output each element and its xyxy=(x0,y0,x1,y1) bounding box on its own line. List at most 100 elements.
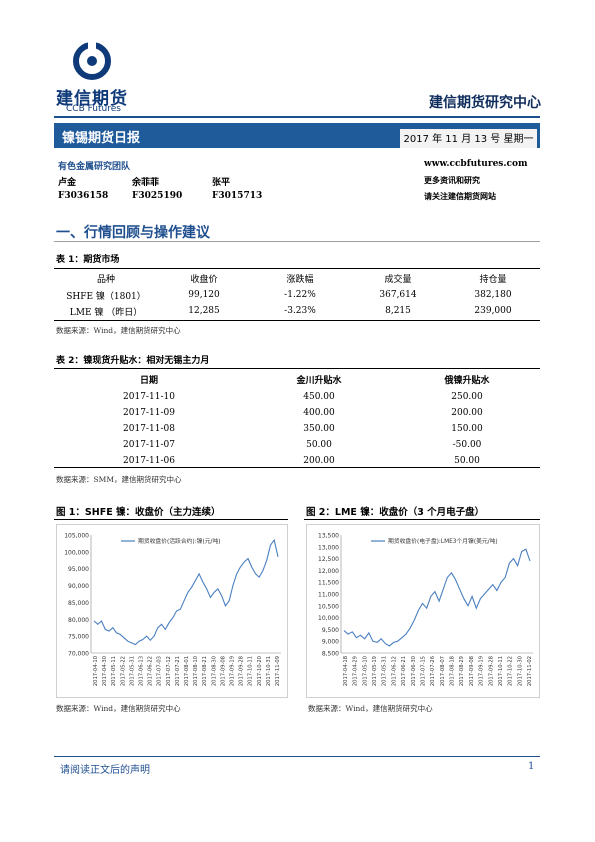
table-cell: 50.00 xyxy=(306,440,332,450)
analyst-id: F3036158 xyxy=(58,191,109,201)
table-cell: -50.00 xyxy=(452,440,482,450)
x-tick-label: 2017-05-19 xyxy=(372,656,378,686)
table-cell: 239,000 xyxy=(474,306,512,316)
x-tick-label: 2017-05-31 xyxy=(382,656,388,686)
table-cell: LME 镍 （昨日） xyxy=(69,307,143,318)
x-tick-label: 2017-11-09 xyxy=(275,656,281,686)
figure2-source: 数据来源：Wind，建信期货研究中心 xyxy=(308,704,433,713)
table-row: LME 镍 （昨日） 12,285 -3.23% 8,215 239,000 xyxy=(54,303,540,319)
table-row: 2017-11-10 450.00 250.00 xyxy=(54,389,540,405)
y-tick-label: 10,500 xyxy=(318,603,339,610)
y-tick-label: 85,000 xyxy=(68,600,89,607)
table-cell: 8,215 xyxy=(385,306,411,316)
table-cell: 99,120 xyxy=(188,290,220,300)
table-header-cell: 持仓量 xyxy=(479,275,507,285)
table-cell: SHFE 镍（1801） xyxy=(66,291,146,302)
table-cell: 12,285 xyxy=(188,306,220,316)
table-row: 2017-11-08 350.00 150.00 xyxy=(54,421,540,437)
shfe-nickel-chart: 105,000 100,000 95,000 90,000 85,000 80,000 75… xyxy=(56,524,288,698)
table-cell: 382,180 xyxy=(474,290,512,300)
table-cell: 2017-11-09 xyxy=(123,408,175,418)
x-tick-label: 2017-10-20 xyxy=(257,656,263,686)
table-header-row: 日期 金川升贴水 俄镍升贴水 xyxy=(54,370,540,389)
x-tick-label: 2017-06-22 xyxy=(148,656,154,686)
x-tick-label: 2017-09-08 xyxy=(469,656,475,686)
table-cell: 2017-11-06 xyxy=(123,456,175,466)
futures-market-table: 品种 收盘价 涨跌幅 成交量 持仓量 SHFE 镍（1801） 99,120 -… xyxy=(54,270,540,319)
x-tick-label: 2017-08-21 xyxy=(202,656,208,686)
x-tick-label: 2017-04-29 xyxy=(353,656,359,686)
y-tick-label: 90,000 xyxy=(68,583,89,590)
table2-title: 表 2：镍现货升贴水：相对无锡主力月 xyxy=(56,356,210,366)
x-tick-label: 2017-05-22 xyxy=(120,656,126,686)
y-tick-label: 11,500 xyxy=(318,580,339,587)
table-cell: 2017-11-07 xyxy=(123,440,175,450)
lme-nickel-chart: 13,500 13,000 12,500 12,000 11,500 11,000 10,5… xyxy=(306,524,540,698)
y-tick-label: 13,500 xyxy=(318,533,339,540)
series-line xyxy=(93,538,279,646)
team-name: 有色金属研究团队 xyxy=(58,162,131,172)
report-title: 镍锡期货日报 xyxy=(62,131,141,146)
y-tick-label: 80,000 xyxy=(68,617,89,624)
table-cell: 200.00 xyxy=(451,408,483,418)
x-tick-label: 2017-09-28 xyxy=(239,656,245,686)
analyst-name: 卢金 xyxy=(58,178,77,188)
table-header-cell: 涨跌幅 xyxy=(286,275,314,285)
table-cell: 350.00 xyxy=(303,424,335,434)
table-row: 2017-11-07 50.00 -50.00 xyxy=(54,437,540,453)
analyst-name: 余菲菲 xyxy=(132,178,160,188)
footer-rule xyxy=(54,756,540,757)
website-link[interactable]: www.ccbfutures.com xyxy=(424,159,528,169)
x-tick-label: 2017-07-03 xyxy=(157,656,163,686)
follow-website-text: 请关注建信期货网站 xyxy=(424,192,496,201)
table1-title: 表 1：期货市场 xyxy=(56,255,120,265)
x-tick-label: 2017-11-02 xyxy=(527,656,533,686)
series-line xyxy=(343,548,531,647)
table-cell: 367,614 xyxy=(379,290,417,300)
y-tick-label: 12,500 xyxy=(318,556,339,563)
table-cell: 200.00 xyxy=(303,456,335,466)
legend-label: 期货收盘价(活跃合约):镍(元/吨) xyxy=(138,537,221,545)
report-date: 2017 年 11 月 13 号 星期一 xyxy=(403,134,534,145)
table2-bottom-rule xyxy=(54,467,540,468)
logo-name-cn: 建信期货 xyxy=(56,89,128,109)
y-tick-label: 10,000 xyxy=(318,615,339,622)
x-tick-label: 2017-05-10 xyxy=(362,656,368,686)
logo-name-en: CCB Futures xyxy=(66,104,121,114)
x-tick-label: 2017-06-13 xyxy=(139,656,145,686)
x-tick-label: 2017-04-10 xyxy=(93,656,99,686)
y-tick-label: 8,500 xyxy=(322,651,339,658)
y-tick-label: 105,000 xyxy=(64,533,89,540)
table2-source: 数据来源：SMM，建信期货研究中心 xyxy=(56,475,182,484)
legend-label: 期货收盘价(电子盘):LME3个月镍(美元/吨) xyxy=(388,537,498,545)
date-box xyxy=(400,129,537,148)
y-tick-label: 11,000 xyxy=(318,592,339,599)
table-header-cell: 金川升贴水 xyxy=(296,376,342,386)
table-header-cell: 成交量 xyxy=(384,275,412,285)
table-cell: 250.00 xyxy=(451,392,483,402)
table-cell: 450.00 xyxy=(303,392,335,402)
x-tick-label: 2017-06-30 xyxy=(411,656,417,686)
table-row: 2017-11-06 200.00 50.00 xyxy=(54,453,540,469)
y-tick-label: 95,000 xyxy=(68,566,89,573)
table-row: SHFE 镍（1801） 99,120 -1.22% 367,614 382,1… xyxy=(54,287,540,303)
figure1-rule xyxy=(54,519,288,520)
analyst-name: 张平 xyxy=(212,178,231,188)
x-tick-label: 2017-07-21 xyxy=(175,656,181,686)
x-tick-label: 2017-08-10 xyxy=(193,656,199,686)
y-tick-label: 9,000 xyxy=(322,639,339,646)
y-tick-label: 100,000 xyxy=(64,549,89,556)
x-tick-label: 2017-07-26 xyxy=(430,656,436,686)
x-tick-label: 2017-07-15 xyxy=(420,656,426,686)
y-tick-label: 12,000 xyxy=(318,568,339,575)
table-header-row: 品种 收盘价 涨跌幅 成交量 持仓量 xyxy=(54,270,540,287)
x-tick-label: 2017-06-21 xyxy=(401,656,407,686)
x-tick-label: 2017-06-12 xyxy=(391,656,397,686)
header-rule xyxy=(54,116,540,118)
table-cell: -1.22% xyxy=(284,290,316,300)
table-row: 2017-11-09 400.00 200.00 xyxy=(54,405,540,421)
x-tick-label: 2017-08-18 xyxy=(450,656,456,686)
x-tick-label: 2017-05-11 xyxy=(111,656,117,686)
table-cell: 2017-11-10 xyxy=(123,392,175,402)
figure2-title: 图 2：LME 镍：收盘价（3 个月电子盘） xyxy=(306,507,485,518)
